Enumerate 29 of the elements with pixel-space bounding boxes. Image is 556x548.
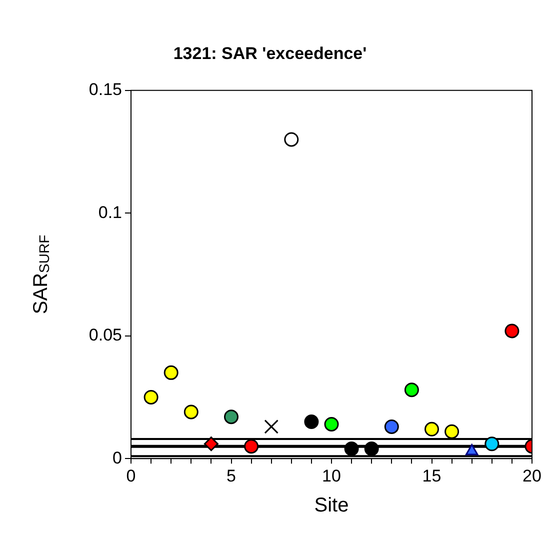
- point: [224, 410, 238, 424]
- point: [344, 442, 359, 456]
- y-axis-title: SARSURF: [30, 234, 52, 314]
- point: [404, 382, 419, 398]
- point: [304, 414, 319, 430]
- point: [164, 365, 178, 380]
- chart-title: 1321: SAR 'exceedence': [173, 44, 367, 63]
- x-tick-label: 5: [226, 466, 236, 486]
- x-tick-label: 20: [522, 466, 542, 486]
- point: [384, 419, 399, 434]
- point: [284, 132, 299, 147]
- point: [264, 420, 278, 434]
- point: [204, 436, 218, 452]
- x-tick-label: 15: [422, 466, 442, 486]
- point: [484, 436, 500, 452]
- point: [184, 404, 198, 420]
- x-tick-label: 10: [322, 466, 341, 486]
- y-tick-label: 0: [112, 448, 122, 468]
- point: [144, 390, 158, 404]
- y-tick-label: 0.15: [88, 80, 122, 100]
- point: [424, 422, 439, 436]
- x-tick-label: 0: [126, 466, 136, 486]
- point: [324, 416, 339, 432]
- y-tick-label: 0.05: [88, 326, 122, 345]
- y-tick-label: 0.1: [98, 202, 122, 222]
- point: [364, 442, 379, 456]
- x-axis-title: Site: [314, 494, 349, 517]
- point: [444, 424, 460, 439]
- point: [504, 324, 520, 338]
